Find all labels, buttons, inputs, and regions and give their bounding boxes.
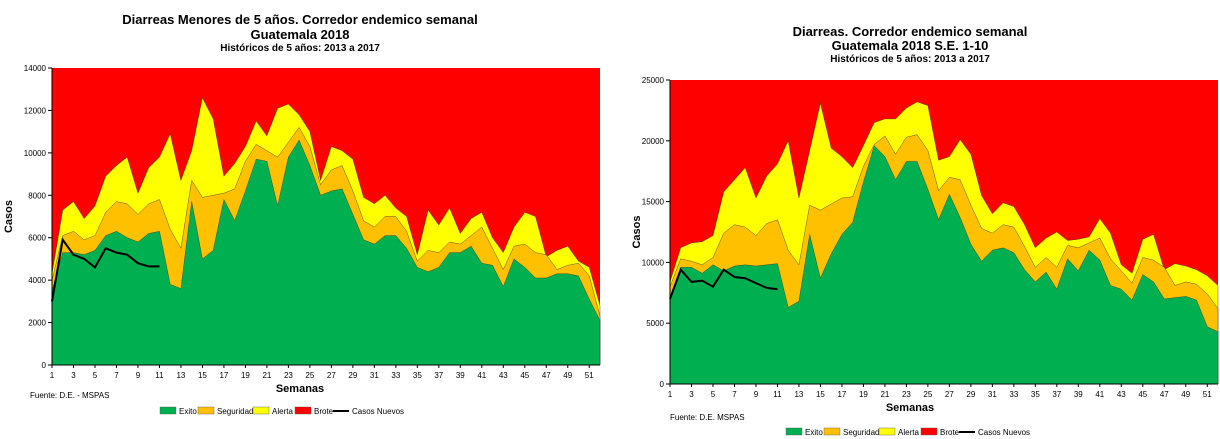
x-tick-label: 51: [585, 371, 594, 380]
chart-right: Diarreas. Corredor endemico semanalGuate…: [610, 0, 1220, 439]
x-tick-label: 29: [966, 390, 975, 399]
legend-label-exito: Exito: [179, 407, 197, 416]
x-tick-label: 27: [945, 390, 954, 399]
x-tick-label: 47: [1160, 390, 1169, 399]
legend-swatch-exito: [786, 428, 802, 435]
x-tick-label: 25: [923, 390, 932, 399]
x-tick-label: 43: [1117, 390, 1126, 399]
legend-swatch-alerta: [879, 428, 895, 435]
y-tick-label: 20000: [642, 137, 665, 146]
y-tick-label: 0: [660, 380, 665, 389]
legend-swatch-alerta: [253, 407, 269, 414]
y-tick-label: 25000: [642, 76, 665, 85]
x-tick-label: 23: [902, 390, 911, 399]
x-tick-label: 11: [155, 371, 164, 380]
chart-subtitle-historicos: Históricos de 5 años: 2013 a 2017: [220, 43, 380, 54]
x-tick-label: 45: [1138, 390, 1147, 399]
source-note: Fuente: D.E. MSPAS: [670, 413, 745, 422]
x-tick-label: 35: [1031, 390, 1040, 399]
x-tick-label: 29: [348, 371, 357, 380]
x-tick-label: 5: [93, 371, 98, 380]
x-tick-label: 7: [114, 371, 119, 380]
x-tick-label: 19: [859, 390, 868, 399]
y-tick-label: 10000: [24, 149, 47, 158]
x-tick-label: 37: [1052, 390, 1061, 399]
x-tick-label: 39: [1074, 390, 1083, 399]
legend-label-seguridad: Seguridad: [217, 407, 253, 416]
x-tick-label: 39: [456, 371, 465, 380]
x-tick-label: 13: [794, 390, 803, 399]
x-tick-label: 3: [71, 371, 76, 380]
y-tick-label: 4000: [28, 276, 46, 285]
x-tick-label: 25: [305, 371, 314, 380]
x-tick-label: 33: [391, 371, 400, 380]
x-axis-label: Semanas: [886, 402, 934, 414]
x-tick-label: 21: [262, 371, 271, 380]
x-tick-label: 49: [563, 371, 572, 380]
legend-swatch-seguridad: [824, 428, 840, 435]
legend-label-alerta: Alerta: [898, 428, 919, 437]
chart-subtitle-historicos: Históricos de 5 años: 2013 a 2017: [830, 54, 990, 65]
x-tick-label: 9: [754, 390, 759, 399]
x-tick-label: 15: [816, 390, 825, 399]
x-tick-label: 5: [711, 390, 716, 399]
y-tick-label: 10000: [642, 258, 665, 267]
x-tick-label: 13: [176, 371, 185, 380]
chart-title: Diarreas. Corredor endemico semanal: [793, 24, 1028, 39]
x-tick-label: 45: [520, 371, 529, 380]
x-tick-label: 41: [1095, 390, 1104, 399]
legend-swatch-exito: [160, 407, 176, 414]
y-tick-label: 0: [42, 361, 47, 370]
y-axis-label: Casos: [631, 215, 643, 248]
legend-label-casos: Casos Nuevos: [352, 407, 404, 416]
x-tick-label: 47: [542, 371, 551, 380]
y-tick-label: 5000: [646, 319, 664, 328]
legend-label-seguridad: Seguridad: [843, 428, 879, 437]
x-tick-label: 49: [1181, 390, 1190, 399]
x-axis-label: Semanas: [276, 383, 324, 395]
legend-label-casos: Casos Nuevos: [978, 428, 1030, 437]
chart-subtitle: Guatemala 2018 S.E. 1-10: [832, 38, 989, 53]
x-tick-label: 51: [1203, 390, 1212, 399]
x-tick-label: 1: [668, 390, 673, 399]
x-tick-label: 1: [50, 371, 55, 380]
y-tick-label: 2000: [28, 319, 46, 328]
x-tick-label: 17: [219, 371, 228, 380]
y-axis-label: Casos: [3, 200, 15, 233]
legend-label-exito: Exito: [805, 428, 823, 437]
x-tick-label: 7: [732, 390, 737, 399]
x-tick-label: 17: [837, 390, 846, 399]
x-tick-label: 23: [284, 371, 293, 380]
source-note: Fuente: D.E. - MSPAS: [30, 391, 109, 400]
legend-label-brote: Brote: [314, 407, 334, 416]
x-tick-label: 35: [413, 371, 422, 380]
legend-swatch-brote: [921, 428, 937, 435]
x-tick-label: 19: [241, 371, 250, 380]
x-tick-label: 31: [988, 390, 997, 399]
legend-label-alerta: Alerta: [272, 407, 293, 416]
y-tick-label: 14000: [24, 64, 47, 73]
x-tick-label: 41: [477, 371, 486, 380]
legend-swatch-seguridad: [198, 407, 214, 414]
chart-left: Diarreas Menores de 5 años. Corredor end…: [0, 0, 610, 439]
x-tick-label: 21: [880, 390, 889, 399]
chart-subtitle: Guatemala 2018: [250, 27, 349, 42]
x-tick-label: 33: [1009, 390, 1018, 399]
chart-title: Diarreas Menores de 5 años. Corredor end…: [122, 12, 477, 27]
x-tick-label: 43: [499, 371, 508, 380]
legend-label-brote: Brote: [940, 428, 960, 437]
x-tick-label: 37: [434, 371, 443, 380]
y-tick-label: 8000: [28, 191, 46, 200]
x-tick-label: 15: [198, 371, 207, 380]
x-tick-label: 9: [136, 371, 141, 380]
y-tick-label: 6000: [28, 234, 46, 243]
x-tick-label: 31: [370, 371, 379, 380]
y-tick-label: 12000: [24, 106, 47, 115]
x-tick-label: 27: [327, 371, 336, 380]
legend-swatch-brote: [295, 407, 311, 414]
y-tick-label: 15000: [642, 198, 665, 207]
x-tick-label: 3: [689, 390, 694, 399]
x-tick-label: 11: [773, 390, 782, 399]
